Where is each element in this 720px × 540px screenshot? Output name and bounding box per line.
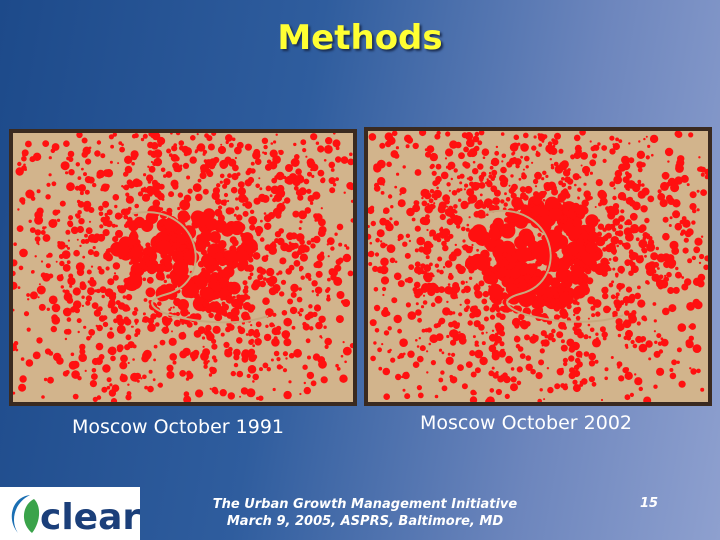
slide-title: Methods (277, 18, 443, 58)
page-number: 15 (640, 496, 659, 511)
river (131, 211, 269, 324)
urban-area (13, 133, 353, 402)
river (486, 209, 624, 323)
logo-graphic: clear (11, 495, 140, 538)
map-frame (9, 129, 357, 406)
map-caption: Moscow October 1991 (72, 416, 284, 438)
map-caption: Moscow October 2002 (420, 412, 632, 434)
map-image (13, 133, 353, 402)
urban-area (368, 131, 708, 402)
footer-line: The Urban Growth Management Initiative (212, 497, 518, 512)
map-image (368, 131, 708, 402)
logo: clear (0, 487, 140, 540)
logo-text: clear (40, 497, 140, 538)
footer-line: March 9, 2005, ASPRS, Baltimore, MD (226, 514, 504, 529)
map-frame (364, 127, 712, 406)
footer: The Urban Growth Management Initiative M… (160, 496, 570, 530)
